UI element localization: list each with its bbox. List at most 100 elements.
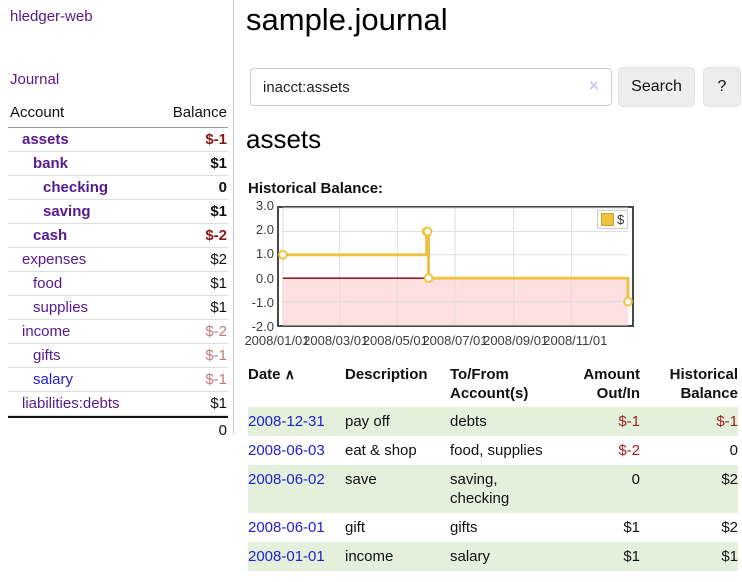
register-row: 2008-06-02 save saving, checking 0 $2	[248, 465, 738, 513]
account-link[interactable]: cash	[33, 227, 68, 244]
account-link[interactable]: assets	[22, 131, 69, 148]
register-row: 2008-06-01 gift gifts $1 $2	[248, 513, 738, 542]
txn-balance: $-1	[716, 413, 738, 430]
account-link[interactable]: checking	[43, 179, 109, 196]
column-header-date[interactable]: Date ∧	[248, 366, 295, 383]
account-link[interactable]: supplies	[33, 299, 89, 316]
txn-description: save	[345, 471, 377, 488]
txn-date: 2008-06-02	[248, 465, 345, 513]
account-row-income: income $-2	[8, 320, 228, 344]
register-header-row: Date ∧ Description To/From Account(s) Am…	[248, 363, 738, 407]
help-button[interactable]: ?	[703, 67, 741, 107]
account-balance: $1	[210, 155, 227, 172]
txn-description: income	[345, 548, 394, 565]
sidebar-divider	[233, 0, 234, 434]
page-title: sample.journal	[246, 2, 448, 37]
y-axis-tick-label: 3.0	[255, 198, 274, 213]
column-header-amount: Amount Out/In	[583, 366, 640, 402]
txn-date: 2008-06-03	[248, 436, 345, 465]
app-title-link[interactable]: hledger-web	[10, 8, 93, 25]
column-header-balance: Historical Balance	[669, 366, 738, 402]
column-header-accounts: To/From Account(s)	[450, 366, 529, 402]
txn-accounts: saving, checking	[450, 471, 510, 507]
account-balance: $1	[210, 299, 227, 316]
account-row-salary: salary $-1	[8, 368, 228, 392]
account-row-bank: bank $1	[8, 152, 228, 176]
chart-legend: $	[597, 210, 629, 229]
account-row-liabilities-debts: liabilities:debts $1	[8, 392, 228, 416]
txn-date-link[interactable]: 2008-01-01	[248, 548, 325, 565]
txn-date: 2008-06-01	[248, 513, 345, 542]
x-axis-tick-label: 2008/01/01	[244, 333, 310, 348]
txn-amount: 0	[631, 471, 640, 488]
y-axis-tick-label: -1.0	[251, 294, 274, 310]
txn-date-link[interactable]: 2008-06-01	[248, 519, 325, 536]
y-axis-tick-label: 2.0	[255, 222, 274, 238]
account-balance: $-2	[205, 323, 227, 340]
account-row-assets: assets $-1	[8, 128, 228, 152]
nav-journal-link[interactable]: Journal	[10, 71, 60, 88]
account-balance: $-1	[205, 347, 227, 364]
account-row-supplies: supplies $1	[8, 296, 228, 320]
account-column-header: Account	[10, 104, 65, 121]
account-link[interactable]: food	[33, 275, 63, 292]
account-row-expenses: expenses $2	[8, 248, 228, 272]
txn-amount: $-1	[618, 413, 640, 430]
txn-balance: 0	[729, 442, 738, 459]
chart-plot-area	[277, 206, 634, 327]
x-axis-tick-label: 2008/05/01	[362, 333, 428, 348]
txn-accounts: salary	[450, 548, 491, 565]
account-balance: $-2	[205, 227, 227, 244]
account-link[interactable]: saving	[43, 203, 91, 220]
account-link[interactable]: liabilities:debts	[22, 395, 120, 412]
account-link[interactable]: bank	[33, 155, 69, 172]
account-balance: $-1	[205, 371, 227, 388]
txn-balance: $1	[721, 548, 738, 565]
account-row-checking: checking 0	[8, 176, 228, 200]
account-link[interactable]: salary	[33, 371, 74, 388]
y-axis-tick-label: -2.0	[251, 319, 274, 334]
sort-ascending-icon: ∧	[284, 366, 295, 382]
account-heading: assets	[246, 124, 322, 154]
account-balance: 0	[218, 179, 227, 196]
legend-label: $	[617, 212, 625, 227]
txn-description: gift	[345, 519, 366, 536]
x-axis-tick-label: 2008/03/01	[303, 333, 369, 348]
txn-amount: $-2	[618, 442, 640, 459]
account-link[interactable]: gifts	[33, 347, 61, 364]
txn-amount: $1	[623, 548, 640, 565]
txn-description: eat & shop	[345, 442, 417, 459]
txn-date-link[interactable]: 2008-12-31	[248, 413, 325, 430]
register-row: 2008-06-03 eat & shop food, supplies $-2…	[248, 436, 738, 465]
account-balance: $1	[210, 275, 227, 292]
txn-description: pay off	[345, 413, 390, 430]
balance-chart: 3.0 2.0 1.0 0.0 -1.0 -2.0 2008/01/01 2008/03/0…	[244, 198, 742, 351]
chart-title: Historical Balance:	[248, 180, 384, 197]
register-row: 2008-12-31 pay off debts $-1 $-1	[248, 407, 738, 436]
x-axis-tick-label: 2008/11/01	[543, 333, 608, 348]
account-link[interactable]: expenses	[22, 251, 87, 268]
account-row-gifts: gifts $-1	[8, 344, 228, 368]
balance-column-header: Balance	[172, 104, 227, 121]
txn-date-link[interactable]: 2008-06-02	[248, 471, 325, 488]
account-row-food: food $1	[8, 272, 228, 296]
txn-date: 2008-12-31	[248, 407, 345, 436]
txn-balance: $2	[721, 519, 738, 536]
y-axis-tick-label: 1.0	[255, 246, 274, 262]
search-input[interactable]	[250, 68, 612, 106]
account-link[interactable]: income	[22, 323, 71, 340]
account-balance: $1	[210, 395, 227, 412]
account-row-saving: saving $1	[8, 200, 228, 224]
x-axis-tick-label: 2008/09/01	[483, 333, 549, 348]
register-table: Date ∧ Description To/From Account(s) Am…	[248, 363, 738, 571]
accounts-table: Account Balance assets $-1 bank $1 checkin…	[8, 101, 228, 443]
search-button[interactable]: Search	[618, 67, 695, 107]
txn-date-link[interactable]: 2008-06-03	[248, 442, 325, 459]
register-row: 2008-01-01 income salary $1 $1	[248, 542, 738, 571]
clear-search-icon[interactable]: ×	[589, 76, 599, 95]
legend-swatch-icon	[601, 213, 614, 226]
y-axis-tick-label: 0.0	[255, 270, 274, 286]
txn-date: 2008-01-01	[248, 542, 345, 571]
txn-accounts: debts	[450, 413, 487, 430]
